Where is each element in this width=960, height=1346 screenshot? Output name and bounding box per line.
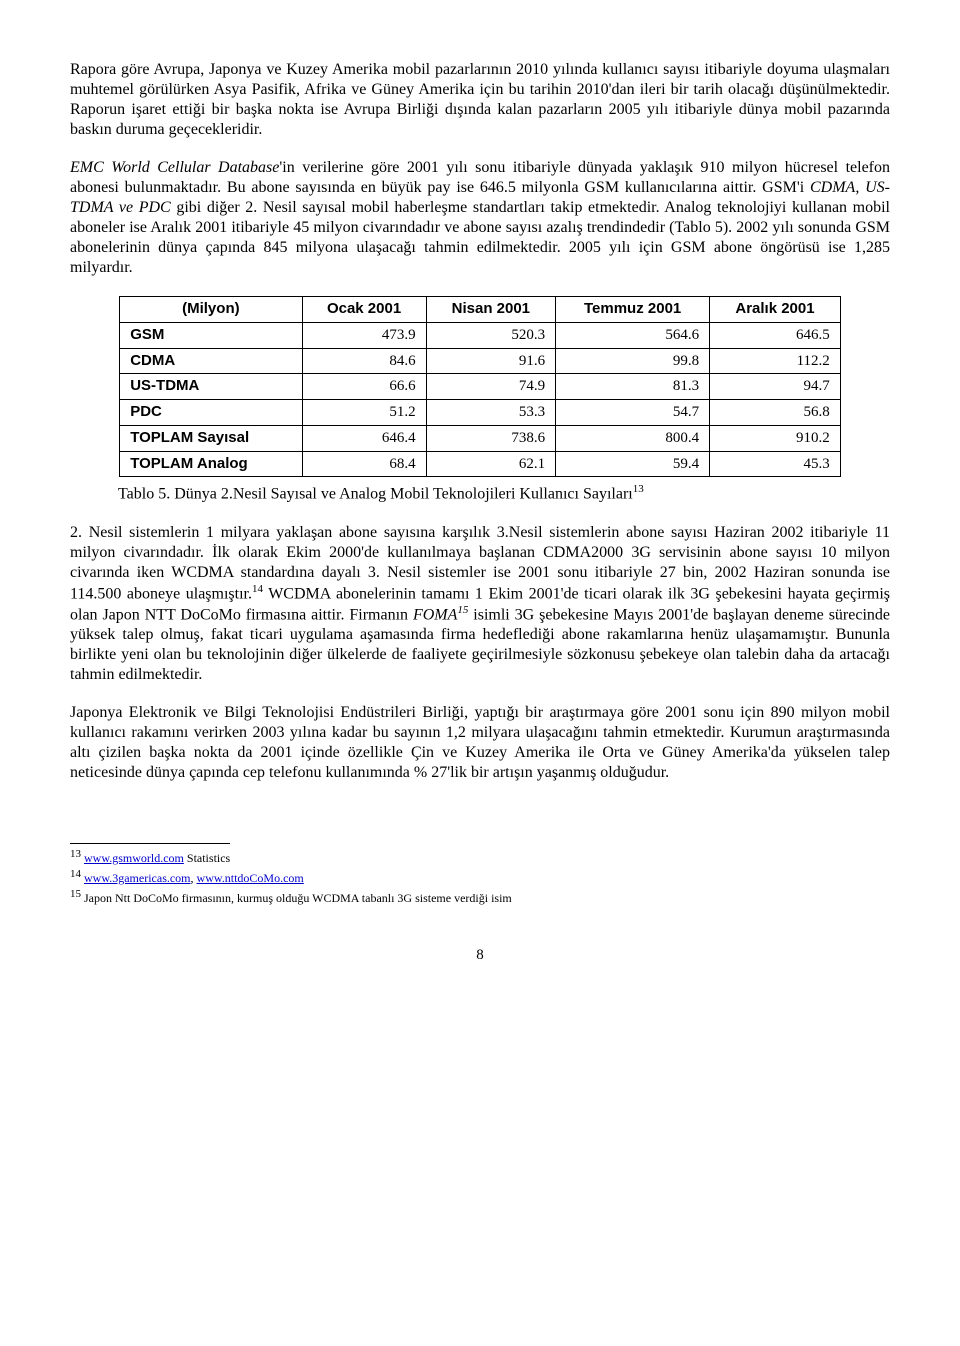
cell: 84.6 <box>302 348 426 374</box>
cell: 68.4 <box>302 451 426 477</box>
table-header-row: (Milyon) Ocak 2001 Nisan 2001 Temmuz 200… <box>120 297 841 323</box>
foma-italic: FOMA <box>413 606 457 623</box>
footnote-rule <box>70 843 230 844</box>
fn14-link1[interactable]: www.3gamericas.com <box>84 871 191 885</box>
paragraph-4: Japonya Elektronik ve Bilgi Teknolojisi … <box>70 703 890 783</box>
cell: 738.6 <box>426 425 555 451</box>
cell: 646.5 <box>710 322 841 348</box>
cell: 800.4 <box>556 425 710 451</box>
cell: 91.6 <box>426 348 555 374</box>
cell: 51.2 <box>302 400 426 426</box>
cell: 56.8 <box>710 400 841 426</box>
para3-sup15: 15 <box>457 604 468 616</box>
cell: 74.9 <box>426 374 555 400</box>
footnote-13: 13 www.gsmworld.com Statistics <box>70 848 890 866</box>
cell: 520.3 <box>426 322 555 348</box>
row-label: GSM <box>120 322 302 348</box>
cell: 66.6 <box>302 374 426 400</box>
th-ocak: Ocak 2001 <box>302 297 426 323</box>
cell: 54.7 <box>556 400 710 426</box>
mobile-tech-table: (Milyon) Ocak 2001 Nisan 2001 Temmuz 200… <box>119 296 841 477</box>
cell: 646.4 <box>302 425 426 451</box>
cell: 53.3 <box>426 400 555 426</box>
emc-italic: EMC World Cellular Database <box>70 159 279 176</box>
cell: 45.3 <box>710 451 841 477</box>
cell: 564.6 <box>556 322 710 348</box>
table-row: US-TDMA66.674.981.394.7 <box>120 374 841 400</box>
table-row: PDC51.253.354.756.8 <box>120 400 841 426</box>
fn13-link[interactable]: www.gsmworld.com <box>84 851 184 865</box>
footnote-15: 15 Japon Ntt DoCoMo firmasının, kurmuş o… <box>70 888 890 906</box>
row-label: PDC <box>120 400 302 426</box>
para2d: gibi diğer 2. Nesil sayısal mobil haberl… <box>70 199 890 276</box>
paragraph-1: Rapora göre Avrupa, Japonya ve Kuzey Ame… <box>70 60 890 140</box>
page-number: 8 <box>70 946 890 965</box>
table-caption: Tablo 5. Dünya 2.Nesil Sayısal ve Analog… <box>118 483 890 504</box>
table-row: CDMA84.691.699.8112.2 <box>120 348 841 374</box>
para3-sup14: 14 <box>252 583 263 595</box>
fn13-tail: Statistics <box>184 851 230 865</box>
th-aralik: Aralık 2001 <box>710 297 841 323</box>
paragraph-3: 2. Nesil sistemlerin 1 milyara yaklaşan … <box>70 523 890 686</box>
cell: 94.7 <box>710 374 841 400</box>
cell: 81.3 <box>556 374 710 400</box>
cell: 473.9 <box>302 322 426 348</box>
row-label: CDMA <box>120 348 302 374</box>
th-temmuz: Temmuz 2001 <box>556 297 710 323</box>
paragraph-2: EMC World Cellular Database'in verilerin… <box>70 158 890 278</box>
cell: 112.2 <box>710 348 841 374</box>
row-label: TOPLAM Analog <box>120 451 302 477</box>
fn13-num: 13 <box>70 848 81 860</box>
row-label: TOPLAM Sayısal <box>120 425 302 451</box>
fn15-text: Japon Ntt DoCoMo firmasının, kurmuş oldu… <box>81 891 512 905</box>
table-row: TOPLAM Sayısal646.4738.6800.4910.2 <box>120 425 841 451</box>
fn14-link2[interactable]: www.nttdoCoMo.com <box>197 871 304 885</box>
th-milyon: (Milyon) <box>120 297 302 323</box>
th-nisan: Nisan 2001 <box>426 297 555 323</box>
footnotes: 13 www.gsmworld.com Statistics 14 www.3g… <box>70 843 890 906</box>
table-row: TOPLAM Analog68.462.159.445.3 <box>120 451 841 477</box>
footnote-14: 14 www.3gamericas.com, www.nttdoCoMo.com <box>70 868 890 886</box>
row-label: US-TDMA <box>120 374 302 400</box>
fn15-num: 15 <box>70 888 81 900</box>
caption-text: Tablo 5. Dünya 2.Nesil Sayısal ve Analog… <box>118 486 633 503</box>
cell: 99.8 <box>556 348 710 374</box>
fn14-num: 14 <box>70 868 81 880</box>
cell: 910.2 <box>710 425 841 451</box>
cell: 62.1 <box>426 451 555 477</box>
caption-sup: 13 <box>633 483 644 495</box>
table-row: GSM473.9520.3564.6646.5 <box>120 322 841 348</box>
cell: 59.4 <box>556 451 710 477</box>
